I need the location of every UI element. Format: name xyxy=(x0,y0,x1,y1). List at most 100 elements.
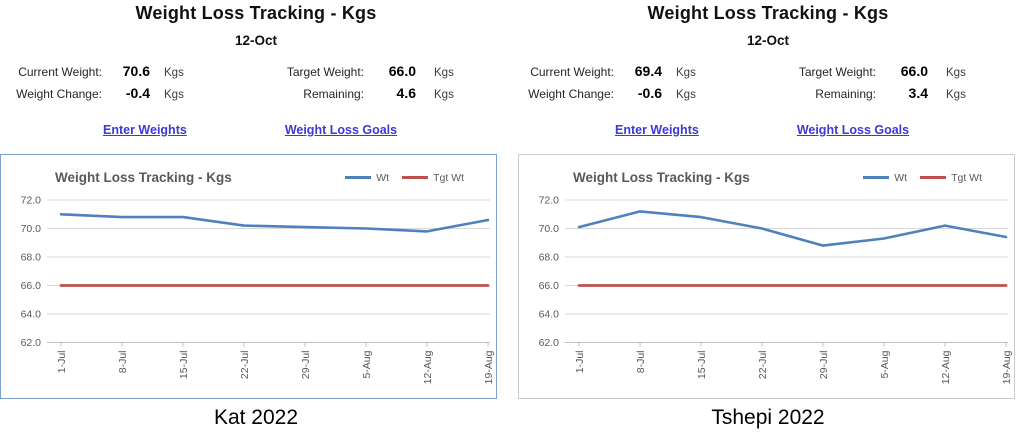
stat-unit: Kgs xyxy=(676,89,696,101)
y-tick-label: 64.0 xyxy=(21,309,42,321)
stat-label: Target Weight: xyxy=(286,65,364,79)
legend-label: Tgt Wt xyxy=(951,171,982,184)
stats-current: Current Weight: 70.6 Kgs Weight Change: … xyxy=(8,63,194,107)
stats-target: Target Weight: 66.0 Kgs Remaining: 4.6 K… xyxy=(264,63,464,107)
x-tick-label: 12-Aug xyxy=(422,350,434,384)
report-date: 12-Oct xyxy=(234,33,278,48)
x-tick-label: 22-Jul xyxy=(239,351,251,380)
chart-header: Weight Loss Tracking - Kgs Wt Tgt Wt xyxy=(519,155,1014,190)
stats-current: Current Weight: 69.4 Kgs Weight Change: … xyxy=(520,63,706,107)
y-tick-label: 64.0 xyxy=(539,309,560,321)
x-tick-label: 1-Jul xyxy=(56,351,68,374)
stat-weight-change: Weight Change: -0.4 Kgs xyxy=(8,85,194,107)
stat-label: Target Weight: xyxy=(798,65,876,79)
y-tick-label: 62.0 xyxy=(539,337,560,349)
stat-target-weight: Target Weight: 66.0 Kgs xyxy=(776,63,976,85)
stat-label: Current Weight: xyxy=(530,65,614,79)
y-tick-label: 62.0 xyxy=(21,337,42,349)
legend-label: Wt xyxy=(894,171,908,184)
weight-chart-box: Weight Loss Tracking - Kgs Wt Tgt Wt 72.… xyxy=(518,154,1015,399)
links-row: Enter Weights Weight Loss Goals xyxy=(512,123,1024,141)
legend-item-tgt-wt: Tgt Wt xyxy=(402,172,464,184)
wt-line-swatch xyxy=(345,176,372,179)
y-tick-label: 70.0 xyxy=(21,223,42,235)
y-tick-label: 70.0 xyxy=(539,223,560,235)
stat-value: 66.0 xyxy=(900,63,928,79)
stats-target: Target Weight: 66.0 Kgs Remaining: 3.4 K… xyxy=(776,63,976,107)
x-tick-label: 1-Jul xyxy=(574,351,586,374)
stat-unit: Kgs xyxy=(434,67,454,79)
stat-unit: Kgs xyxy=(164,89,184,101)
legend-label: Wt xyxy=(376,171,390,184)
stat-value: 70.6 xyxy=(122,63,150,79)
y-tick-label: 72.0 xyxy=(21,195,42,207)
stat-current-weight: Current Weight: 70.6 Kgs xyxy=(8,63,194,85)
stat-remaining: Remaining: 3.4 Kgs xyxy=(776,85,976,107)
stat-value: 4.6 xyxy=(396,85,416,101)
links-row: Enter Weights Weight Loss Goals xyxy=(0,123,512,141)
weight-chart-svg: 72.0 70.0 68.0 66.0 64.0 62.0 1-Jul 8-Jul 15-Jul… xyxy=(539,195,1013,385)
x-tick-label: 15-Jul xyxy=(696,351,708,380)
x-tick-label: 5-Aug xyxy=(361,350,373,378)
wt-line-swatch xyxy=(863,176,890,179)
y-tick-label: 66.0 xyxy=(21,280,42,292)
y-tick-label: 66.0 xyxy=(539,280,560,292)
stat-label: Current Weight: xyxy=(18,65,102,79)
stat-label: Remaining: xyxy=(303,87,364,101)
legend-item-tgt-wt: Tgt Wt xyxy=(920,172,982,184)
stat-value: -0.6 xyxy=(637,85,662,101)
x-tick-label: 15-Jul xyxy=(178,351,190,380)
stat-label: Remaining: xyxy=(815,87,876,101)
weight-loss-goals-link[interactable]: Weight Loss Goals xyxy=(796,123,910,137)
panel-caption: Kat 2022 xyxy=(213,406,299,429)
x-tick-label: 12-Aug xyxy=(940,350,952,384)
stat-value: -0.4 xyxy=(125,85,150,101)
y-tick-label: 68.0 xyxy=(21,252,42,264)
x-tick-label: 22-Jul xyxy=(757,351,769,380)
stat-unit: Kgs xyxy=(434,89,454,101)
x-tick-label: 19-Aug xyxy=(1001,350,1013,384)
chart-legend: Wt Tgt Wt xyxy=(863,172,982,184)
stat-unit: Kgs xyxy=(946,89,966,101)
panel-tshepi: Weight Loss Tracking - Kgs 12-Oct Curren… xyxy=(512,0,1024,448)
stat-value: 69.4 xyxy=(634,63,662,79)
chart-legend: Wt Tgt Wt xyxy=(345,172,464,184)
tgt-wt-line-swatch xyxy=(920,176,947,179)
y-tick-label: 72.0 xyxy=(539,195,560,207)
report-date: 12-Oct xyxy=(746,33,790,48)
enter-weights-link[interactable]: Enter Weights xyxy=(103,123,187,137)
stat-value: 66.0 xyxy=(388,63,416,79)
stat-remaining: Remaining: 4.6 Kgs xyxy=(264,85,464,107)
chart-title: Weight Loss Tracking - Kgs xyxy=(55,170,232,185)
stat-current-weight: Current Weight: 69.4 Kgs xyxy=(520,63,706,85)
stat-unit: Kgs xyxy=(164,67,184,79)
wt-series-line xyxy=(577,210,1008,247)
page-title: Weight Loss Tracking - Kgs xyxy=(647,3,889,23)
stat-unit: Kgs xyxy=(946,67,966,79)
panel-kat: Weight Loss Tracking - Kgs 12-Oct Curren… xyxy=(0,3,512,429)
panel-caption: Tshepi 2022 xyxy=(711,406,825,429)
stats-row: Current Weight: 69.4 Kgs Weight Change: … xyxy=(512,63,1024,107)
weight-chart-svg: 72.0 70.0 68.0 66.0 64.0 62.0 1-Jul 8-Jul 15-Jul… xyxy=(21,195,495,385)
stat-label: Weight Change: xyxy=(16,87,102,101)
weight-loss-goals-link[interactable]: Weight Loss Goals xyxy=(284,123,398,137)
stat-value: 3.4 xyxy=(908,85,928,101)
weight-chart-box: Weight Loss Tracking - Kgs Wt Tgt Wt 72.… xyxy=(0,154,497,399)
x-tick-label: 8-Jul xyxy=(635,351,647,374)
chart-title: Weight Loss Tracking - Kgs xyxy=(573,170,750,185)
wt-series-line xyxy=(59,212,490,233)
stat-weight-change: Weight Change: -0.6 Kgs xyxy=(520,85,706,107)
x-tick-label: 5-Aug xyxy=(879,350,891,378)
enter-weights-link[interactable]: Enter Weights xyxy=(615,123,699,137)
stat-target-weight: Target Weight: 66.0 Kgs xyxy=(264,63,464,85)
stats-row: Current Weight: 70.6 Kgs Weight Change: … xyxy=(0,63,512,107)
x-tick-label: 19-Aug xyxy=(483,350,495,384)
x-tick-label: 8-Jul xyxy=(117,351,129,374)
page-title: Weight Loss Tracking - Kgs xyxy=(135,3,377,23)
legend-item-wt: Wt xyxy=(345,172,389,184)
legend-label: Tgt Wt xyxy=(433,171,464,184)
stat-unit: Kgs xyxy=(676,67,696,79)
chart-header: Weight Loss Tracking - Kgs Wt Tgt Wt xyxy=(1,155,496,190)
legend-item-wt: Wt xyxy=(863,172,907,184)
